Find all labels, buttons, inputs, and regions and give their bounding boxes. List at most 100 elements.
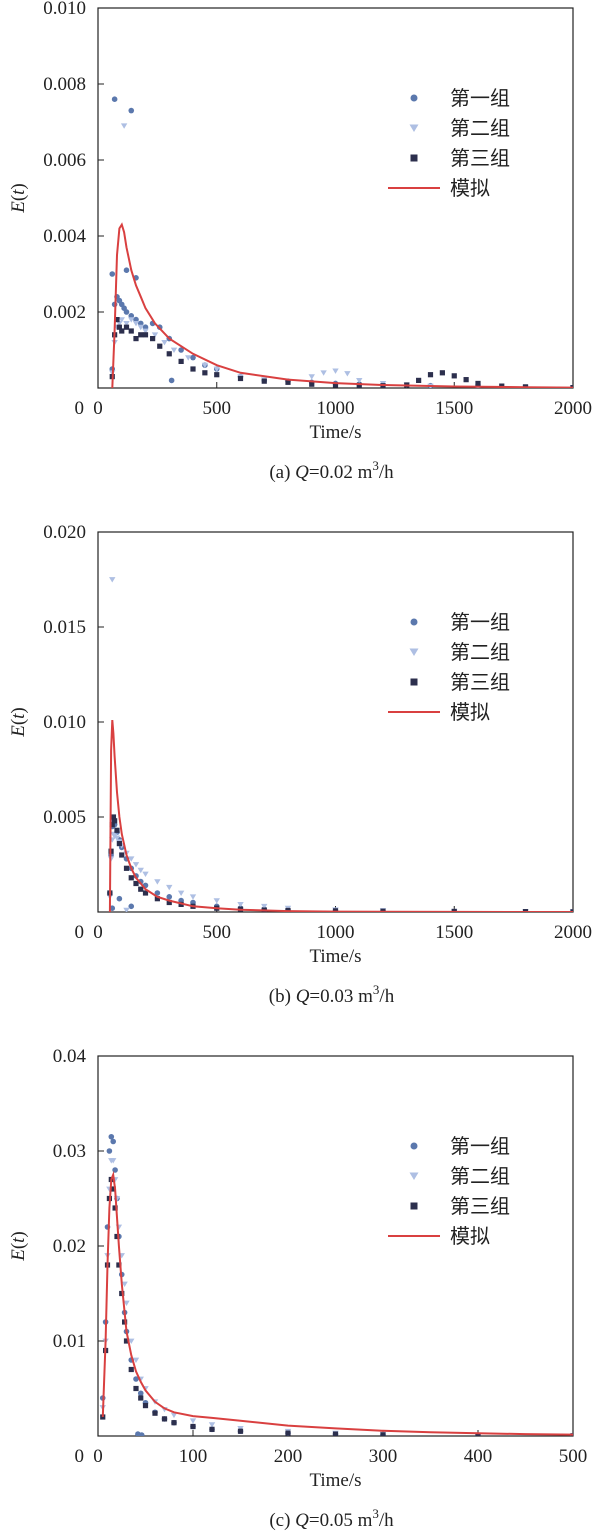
legend-label: 第一组 [450, 610, 510, 634]
data-point [137, 1390, 144, 1397]
data-point [123, 309, 130, 315]
x-tick-label: 0 [93, 1446, 103, 1467]
data-point [106, 1148, 113, 1154]
panel-caption: (c) Q=0.05 m3/h [269, 1506, 394, 1531]
data-point [166, 884, 173, 891]
data-point [138, 1432, 145, 1436]
x-tick-label: 1000 [317, 922, 355, 943]
data-point [116, 324, 122, 330]
data-point [185, 355, 192, 361]
chart-c: 0 100 200 300 400 500 0.01 0.02 0.03 0.04 0 Time/s E… [8, 1046, 588, 1531]
data-point [439, 370, 445, 376]
legend-symbol [410, 154, 418, 162]
data-point [128, 875, 134, 881]
data-point [178, 358, 184, 364]
origin-label: 0 [75, 398, 85, 419]
data-point [133, 880, 139, 887]
data-point [137, 324, 144, 331]
data-point [189, 1418, 197, 1424]
data-point [237, 902, 244, 908]
data-point [261, 378, 267, 384]
y-tick-label: 0.010 [43, 712, 86, 733]
data-point [109, 271, 116, 277]
data-point [123, 907, 130, 912]
data-point [178, 347, 184, 353]
data-point [522, 384, 529, 388]
data-point [110, 814, 117, 820]
data-point [320, 370, 327, 376]
data-point [190, 354, 196, 361]
x-tick-label: 500 [559, 1446, 588, 1467]
data-point [133, 336, 139, 342]
y-tick-label: 0.03 [53, 1141, 86, 1162]
data-point [177, 890, 185, 896]
data-point [150, 336, 156, 342]
legend-label: 第一组 [450, 86, 510, 110]
data-point [170, 1412, 178, 1419]
data-point [137, 867, 144, 874]
data-point [121, 1281, 128, 1287]
x-tick-label: 200 [274, 1446, 303, 1467]
data-point [201, 362, 209, 369]
y-tick-label: 0.015 [43, 617, 86, 638]
data-point [475, 380, 481, 387]
data-layer [109, 96, 573, 388]
data-point [285, 1430, 291, 1436]
data-point [190, 366, 196, 372]
data-point [285, 907, 291, 912]
data-point [142, 890, 149, 896]
data-point [170, 347, 178, 353]
data-point [123, 865, 130, 871]
x-axis-label: Time/s [309, 1470, 361, 1491]
data-point [112, 1205, 118, 1211]
data-point [142, 328, 149, 334]
data-point [110, 1158, 117, 1164]
data-point [451, 373, 457, 379]
origin-label: 0 [75, 922, 85, 943]
data-point [123, 1300, 130, 1306]
x-tick-label: 500 [203, 398, 232, 419]
x-tick-label: 500 [203, 922, 232, 943]
data-point [380, 908, 386, 912]
data-point [128, 1338, 135, 1344]
x-tick-label: 300 [369, 1446, 398, 1467]
data-point [285, 379, 291, 385]
legend-symbol [409, 648, 419, 656]
y-tick-label: 0.010 [43, 0, 86, 19]
data-point [123, 267, 130, 274]
data-point [116, 321, 123, 327]
data-point [128, 107, 135, 114]
data-point [142, 1403, 149, 1409]
y-tick-label: 0.002 [43, 302, 86, 323]
y-tick-label: 0.008 [43, 74, 86, 95]
data-point [356, 382, 362, 388]
y-tick-label: 0.02 [53, 1236, 86, 1257]
data-point [171, 1420, 177, 1426]
data-point [208, 1422, 216, 1428]
data-point [332, 908, 339, 912]
data-point [237, 375, 244, 382]
series-circle [109, 96, 573, 388]
data-point [123, 1338, 130, 1344]
data-point [202, 370, 208, 376]
series-line [101, 1170, 573, 1436]
y-tick-label: 0.005 [43, 807, 86, 828]
plot-frame [97, 531, 574, 913]
data-point [138, 886, 144, 892]
x-tick-label: 400 [464, 1446, 493, 1467]
x-tick-label: 2000 [554, 398, 592, 419]
data-point [133, 1385, 139, 1392]
y-tick-label: 0.006 [43, 150, 86, 171]
legend-symbol [410, 618, 418, 626]
data-point [138, 1395, 144, 1401]
data-point [128, 903, 135, 910]
x-axis-label: Time/s [309, 422, 361, 443]
data-point [151, 332, 159, 338]
data-point [190, 1423, 196, 1430]
data-point [142, 871, 149, 877]
data-point [132, 321, 140, 327]
data-point [110, 1186, 116, 1192]
x-tick-label: 100 [179, 1446, 208, 1467]
data-point [109, 822, 115, 828]
legend-label: 第二组 [450, 640, 510, 664]
